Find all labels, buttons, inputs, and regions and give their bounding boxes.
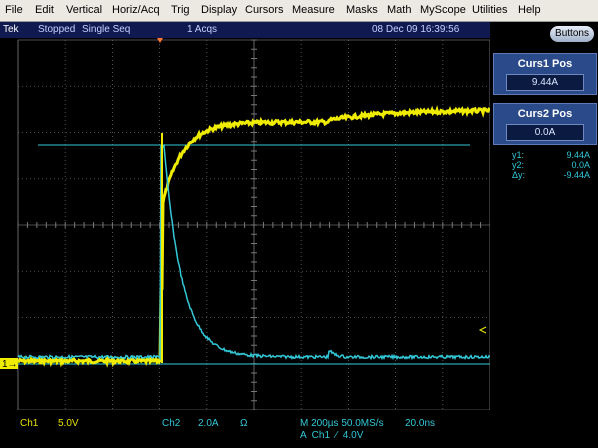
graticule: 1→ [0,38,490,410]
cursor2-value[interactable]: 0.0A [506,124,584,141]
menu-bar: File Edit Vertical Horiz/Acq Trig Display Curs… [0,0,598,22]
menu-item[interactable]: Edit [35,4,54,16]
ch2-coupling: Ω [240,418,248,429]
menu-item[interactable]: Measure [292,4,335,16]
ch1-marker-bg [0,358,18,369]
cursor1-label: Curs1 Pos [517,58,573,70]
menu-item[interactable]: Vertical [66,4,103,16]
menu-item[interactable]: Utilities [472,4,508,16]
ch1-scale: 5.0V [58,418,79,429]
readout-name: Δy: [512,170,526,180]
footer: Ch1 5.0V Ch2 2.0A Ω M 200µs 50.0MS/s 20.… [0,410,598,448]
cursor2-box[interactable]: Curs2 Pos 0.0A [493,103,597,145]
brand: Tek [3,24,19,35]
trigger-marker [157,38,163,43]
cursor2-label: Curs2 Pos [517,108,573,120]
ch2-label: Ch2 [162,418,181,429]
resolution: 20.0ns [405,418,436,429]
acq-mode: Single Seq [82,24,131,35]
trigger-info: A Ch1 ⁄ 4.0V [300,430,364,441]
menu-item[interactable]: File [5,4,23,16]
cursor1-box[interactable]: Curs1 Pos 9.44A [493,53,597,95]
menu-item[interactable]: Display [201,4,238,16]
menu-item[interactable]: Masks [346,4,378,16]
menu-item[interactable]: MyScope [420,4,466,16]
ch2-scale: 2.0A [198,418,219,429]
side-panel: Buttons Curs1 Pos 9.44A Curs2 Pos 0.0A y… [490,22,598,410]
timebase: M 200µs 50.0MS/s [300,418,384,429]
ch1-marker: 1→ [2,359,18,370]
menu-item[interactable]: Help [518,4,541,16]
readout-value: 0.0A [571,160,590,170]
readout-value: 9.44A [566,150,590,160]
readout-value: -9.44A [563,170,590,180]
trigger-level [478,326,487,334]
menu-item[interactable]: Horiz/Acq [112,4,160,16]
buttons-toggle[interactable]: Buttons [550,26,594,42]
acq-state: Stopped [38,24,76,35]
date-time: 08 Dec 09 16:39:56 [372,24,460,35]
ch1-label: Ch1 [20,418,39,429]
menu-item[interactable]: Cursors [245,4,284,16]
menu-item[interactable]: Math [387,4,412,16]
status-bar: Tek Stopped Single Seq 1 Acqs 08 Dec 09 … [0,22,490,38]
acq-count: 1 Acqs [187,24,218,35]
ch1-trace [17,105,490,368]
menu-item[interactable]: Trig [171,4,190,16]
readout-name: y1: [512,150,525,160]
readout-name: y2: [512,160,525,170]
ch2-trace [17,143,490,361]
cursor1-value[interactable]: 9.44A [506,74,584,91]
